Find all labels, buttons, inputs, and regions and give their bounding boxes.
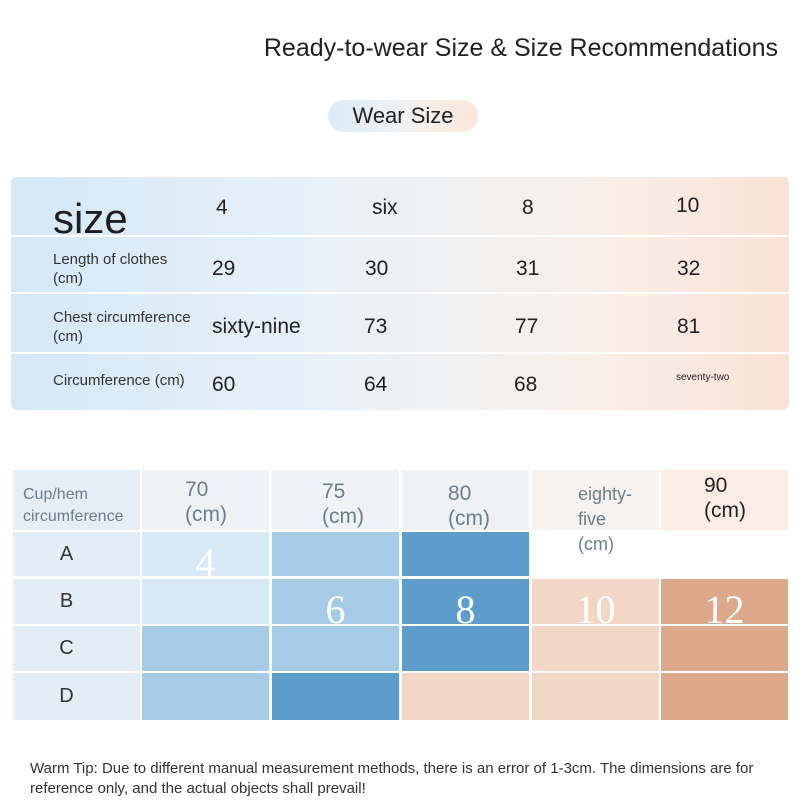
column-unit: (cm)	[322, 505, 364, 528]
cell-a-70: 4	[142, 532, 269, 585]
corner-cell: Cup/hem circumference	[13, 470, 140, 530]
wear-size-table: size 4 six 8 10 Length of clothes (cm) 2…	[11, 177, 789, 410]
cell-d-80	[402, 673, 529, 720]
row-divider	[11, 352, 789, 354]
row-label-b: B	[13, 579, 140, 624]
cell-b-80: 8	[402, 579, 529, 632]
column-unit: (cm)	[448, 507, 490, 530]
cell-b-70	[142, 579, 269, 624]
warm-tip: Warm Tip: Due to different manual measur…	[30, 760, 754, 797]
length-4: 29	[212, 257, 236, 280]
cell-d-75	[272, 673, 399, 720]
size-4: 4	[216, 196, 228, 219]
cell-b-90: 12	[661, 579, 788, 632]
column-value: 75	[322, 480, 346, 503]
circ-10: seventy-two	[676, 372, 730, 383]
size-6: six	[372, 196, 398, 219]
row-label-d: D	[13, 673, 140, 720]
chest-10: 81	[677, 315, 701, 338]
row-divider	[11, 235, 789, 237]
column-header-85: eighty-five (cm)	[532, 470, 659, 554]
cell-b-75: 6	[272, 579, 399, 632]
cell-c-90	[661, 626, 788, 671]
size-8: 8	[522, 196, 534, 219]
wear-size-pill: Wear Size	[328, 100, 478, 132]
length-8: 31	[516, 257, 540, 280]
corner-label: Cup/hem circumference	[23, 486, 124, 525]
row-label-chest: Chest circumference (cm)	[53, 309, 191, 345]
column-unit: (cm)	[185, 503, 227, 526]
circ-8: 68	[514, 373, 538, 396]
chest-8: 77	[515, 315, 539, 338]
length-6: 30	[365, 257, 389, 280]
column-header-80: 80 (cm)	[402, 470, 529, 530]
length-10: 32	[677, 257, 701, 280]
chest-6: 73	[364, 315, 388, 338]
column-value: eighty-five	[578, 484, 633, 529]
cell-c-70	[142, 626, 269, 671]
cup-size-table: Cup/hem circumference 70 (cm) 75 (cm) 80 (c…	[13, 470, 788, 720]
page-title: Ready-to-wear Size & Size Recommendation…	[263, 34, 778, 62]
column-value: 80	[448, 482, 472, 505]
column-unit: (cm)	[704, 499, 746, 522]
row-label-a: A	[13, 532, 140, 576]
cell-a-75	[272, 532, 399, 576]
column-unit: (cm)	[578, 534, 614, 554]
cell-d-90	[661, 673, 788, 720]
cell-c-75	[272, 626, 399, 671]
column-header-70: 70 (cm)	[142, 470, 269, 530]
row-label-circumference: Circumference (cm)	[53, 372, 185, 389]
size-10: 10	[676, 194, 700, 217]
cell-b-85: 10	[532, 579, 659, 632]
column-value: 70	[185, 478, 209, 501]
column-header-75: 75 (cm)	[272, 470, 399, 530]
column-value: 90	[704, 474, 728, 497]
row-label-length: Length of clothes (cm)	[53, 251, 168, 287]
cell-c-80	[402, 626, 529, 671]
size-header-label: size	[53, 195, 128, 242]
cell-d-70	[142, 673, 269, 720]
column-header-90: 90 (cm)	[661, 470, 788, 530]
cell-a-80	[402, 532, 529, 576]
chest-4: sixty-nine	[212, 315, 301, 338]
row-divider	[11, 292, 789, 294]
cell-c-85	[532, 626, 659, 671]
circ-4: 60	[212, 373, 236, 396]
circ-6: 64	[364, 373, 388, 396]
row-label-c: C	[13, 626, 140, 671]
cell-d-85	[532, 673, 659, 720]
